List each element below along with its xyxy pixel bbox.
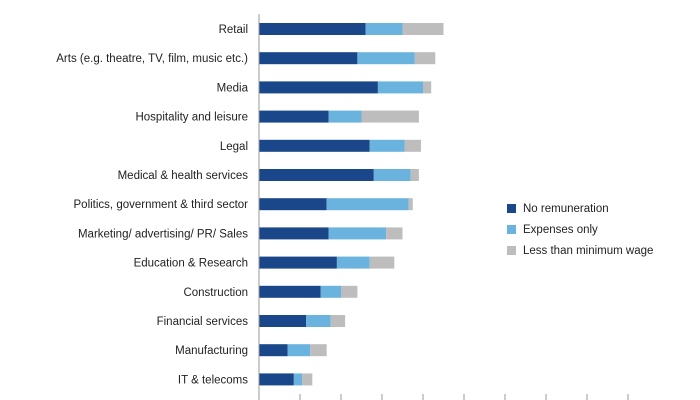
bar-manufacturing-no-remuneration <box>259 344 288 357</box>
bars <box>259 23 444 386</box>
bar-politics-government-third-sector-less-than-minimum-wage <box>408 198 413 211</box>
category-label-education-research: Education & Research <box>134 258 248 270</box>
legend-swatch-less-than-minimum-wage <box>507 246 516 255</box>
x-axis-ticks <box>258 394 629 400</box>
bar-medical-health-services-no-remuneration <box>259 169 374 181</box>
bar-education-research-no-remuneration <box>259 256 337 269</box>
category-label-it-telecoms: IT & telecoms <box>178 374 248 386</box>
bar-financial-services-expenses-only <box>306 315 331 327</box>
bar-manufacturing-expenses-only <box>287 344 311 357</box>
bar-manufacturing-less-than-minimum-wage <box>310 344 327 357</box>
bar-arts-e-g-theatre-tv-film-music-etc-less-than-minimum-wage <box>414 52 436 65</box>
bar-marketing-advertising-pr-sales-no-remuneration <box>259 227 329 240</box>
category-label-hospitality-and-leisure: Hospitality and leisure <box>135 112 248 124</box>
bar-it-telecoms-less-than-minimum-wage <box>302 373 313 386</box>
legend-label-less-than-minimum-wage: Less than minimum wage <box>523 244 654 257</box>
bar-legal-no-remuneration <box>259 139 370 152</box>
bar-financial-services-less-than-minimum-wage <box>330 315 346 327</box>
bar-retail-expenses-only <box>365 23 403 35</box>
legend-swatch-expenses-only <box>507 225 516 234</box>
category-label-politics-government-third-sector: Politics, government & third sector <box>74 199 249 211</box>
bar-retail-no-remuneration <box>259 23 366 35</box>
legend-item-no-remuneration: No remuneration <box>507 198 653 219</box>
bar-financial-services-no-remuneration <box>259 315 307 327</box>
bar-hospitality-and-leisure-no-remuneration <box>259 110 329 123</box>
legend-swatch-no-remuneration <box>507 204 516 213</box>
bar-construction-less-than-minimum-wage <box>341 285 358 298</box>
legend: No remuneration Expenses only Less than … <box>507 198 653 261</box>
category-label-legal: Legal <box>220 141 248 153</box>
bar-construction-expenses-only <box>320 285 341 298</box>
bar-construction-no-remuneration <box>259 285 321 298</box>
bar-media-less-than-minimum-wage <box>423 81 432 94</box>
bar-hospitality-and-leisure-less-than-minimum-wage <box>361 110 419 123</box>
bar-hospitality-and-leisure-expenses-only <box>328 110 362 123</box>
bar-legal-less-than-minimum-wage <box>404 139 421 152</box>
bar-legal-expenses-only <box>369 139 405 152</box>
bar-medical-health-services-less-than-minimum-wage <box>410 169 419 181</box>
bar-retail-less-than-minimum-wage <box>402 23 444 35</box>
category-label-manufacturing: Manufacturing <box>175 345 248 357</box>
category-labels: Retail Arts (e.g. theatre, TV, film, musi… <box>56 24 248 386</box>
category-label-arts-e-g-theatre-tv-film-music-etc: Arts (e.g. theatre, TV, film, music etc.… <box>56 53 248 65</box>
category-label-financial-services: Financial services <box>157 316 249 328</box>
bar-education-research-expenses-only <box>336 256 370 269</box>
bar-education-research-less-than-minimum-wage <box>369 256 395 269</box>
category-label-retail: Retail <box>219 24 248 36</box>
bar-marketing-advertising-pr-sales-expenses-only <box>328 227 387 240</box>
bar-arts-e-g-theatre-tv-film-music-etc-no-remuneration <box>259 52 358 65</box>
bar-media-no-remuneration <box>259 81 378 94</box>
category-label-construction: Construction <box>183 287 248 299</box>
bar-it-telecoms-no-remuneration <box>259 373 294 386</box>
bar-politics-government-third-sector-no-remuneration <box>259 198 327 211</box>
category-label-marketing-advertising-pr-sales: Marketing/ advertising/ PR/ Sales <box>78 228 248 240</box>
category-label-medical-health-services: Medical & health services <box>118 170 249 182</box>
bar-media-expenses-only <box>377 81 423 94</box>
category-label-media: Media <box>217 82 249 94</box>
legend-label-expenses-only: Expenses only <box>523 223 598 236</box>
bar-arts-e-g-theatre-tv-film-music-etc-expenses-only <box>357 52 415 65</box>
legend-item-expenses-only: Expenses only <box>507 219 653 240</box>
bar-medical-health-services-expenses-only <box>373 169 411 181</box>
bar-marketing-advertising-pr-sales-less-than-minimum-wage <box>386 227 403 240</box>
legend-item-less-than-minimum-wage: Less than minimum wage <box>507 240 653 261</box>
bar-it-telecoms-expenses-only <box>293 373 303 386</box>
bar-politics-government-third-sector-expenses-only <box>326 198 409 211</box>
legend-label-no-remuneration: No remuneration <box>523 202 609 215</box>
